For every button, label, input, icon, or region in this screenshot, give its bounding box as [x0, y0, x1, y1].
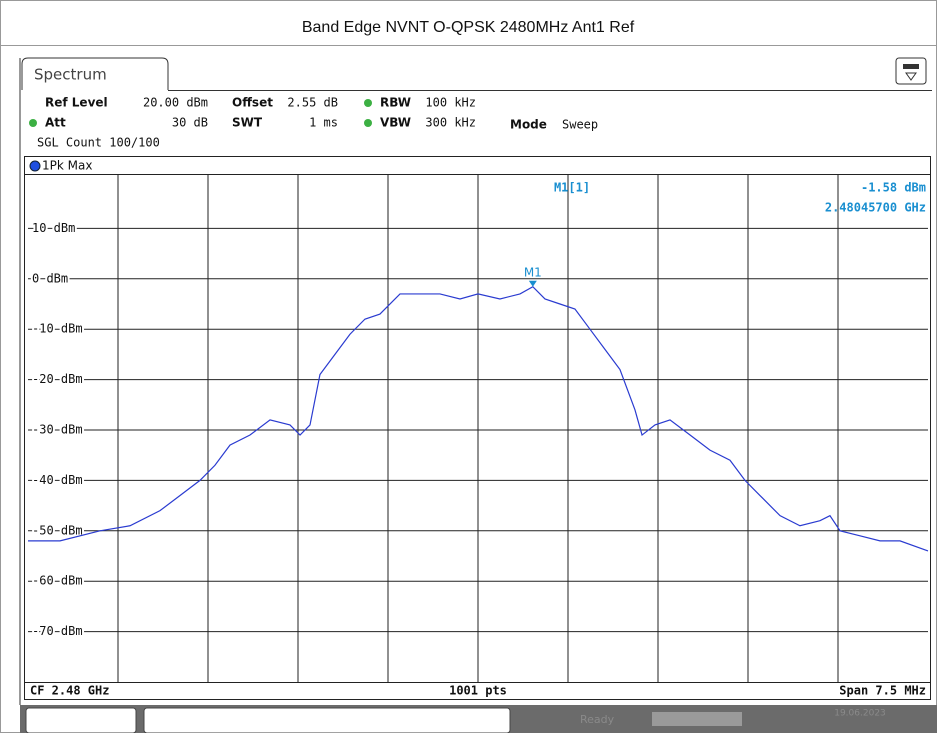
- y-tick-label: -50 dBm: [32, 523, 83, 537]
- status-box[interactable]: [25, 707, 137, 733]
- progress-bar: [652, 712, 742, 726]
- setting-name: VBW: [380, 116, 411, 130]
- marker: [528, 280, 537, 287]
- setting-name: Att: [45, 116, 66, 130]
- setting-name: Offset: [232, 96, 273, 110]
- status-date: 19.06.2023: [834, 709, 886, 719]
- setting-value: Sweep: [562, 118, 598, 132]
- setting-name: RBW: [380, 96, 411, 110]
- menu-icon-bar: [903, 64, 919, 69]
- setting-value: 1 ms: [309, 116, 338, 130]
- setting-indicator: [364, 119, 372, 127]
- setting-name: SWT: [232, 116, 263, 130]
- trace-name: 1Pk Max: [42, 159, 92, 173]
- footer-points: 1001 pts: [449, 684, 507, 698]
- y-tick-label: 0 dBm: [32, 271, 68, 285]
- status-box[interactable]: [143, 707, 511, 733]
- footer-cf: CF 2.48 GHz: [30, 684, 109, 698]
- y-tick-label: -40 dBm: [32, 473, 83, 487]
- y-tick-label: -20 dBm: [32, 372, 83, 386]
- y-tick-label: -70 dBm: [32, 624, 83, 638]
- setting-indicator: [364, 99, 372, 107]
- trace: [28, 286, 929, 552]
- setting-value: 30 dB: [172, 116, 208, 130]
- setting-name: Mode: [510, 118, 547, 132]
- setting-name: Ref Level: [45, 96, 108, 110]
- menu-icon-arrow: [905, 72, 917, 81]
- chart-title: Band Edge NVNT O-QPSK 2480MHz Ant1 Ref: [302, 19, 635, 36]
- setting-indicator: [29, 119, 37, 127]
- tab[interactable]: [21, 57, 169, 90]
- setting-value: 2.55 dB: [287, 96, 338, 110]
- settings: Ref Level 20.00 dBm Offset 2.55 dB RBW 100 kH…: [29, 96, 598, 132]
- y-tick-label: 10 dBm: [32, 221, 75, 235]
- y-tick-label: -10 dBm: [32, 322, 83, 336]
- marker-level: -1.58 dBm: [861, 181, 926, 195]
- footer-span: Span 7.5 MHz: [839, 684, 926, 698]
- status-state: Ready: [580, 713, 615, 726]
- setting-value: 20.00 dBm: [143, 96, 208, 110]
- trace-dot: [29, 160, 41, 172]
- y-tick-label: -30 dBm: [32, 423, 83, 437]
- tab-label[interactable]: Spectrum: [34, 66, 107, 84]
- setting-value: 100 kHz: [425, 96, 476, 110]
- y-tick-label: -60 dBm: [32, 574, 83, 588]
- sweep-count: SGL Count 100/100: [37, 136, 160, 150]
- setting-value: 300 kHz: [425, 116, 476, 130]
- marker-frequency: 2.48045700 GHz: [825, 201, 926, 215]
- marker-label: M1: [524, 265, 542, 279]
- marker-readout: M1[1]: [554, 181, 590, 195]
